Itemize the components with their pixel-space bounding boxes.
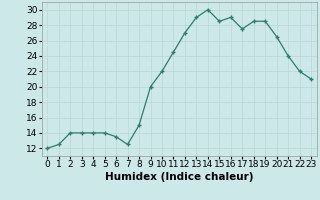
- X-axis label: Humidex (Indice chaleur): Humidex (Indice chaleur): [105, 172, 253, 182]
